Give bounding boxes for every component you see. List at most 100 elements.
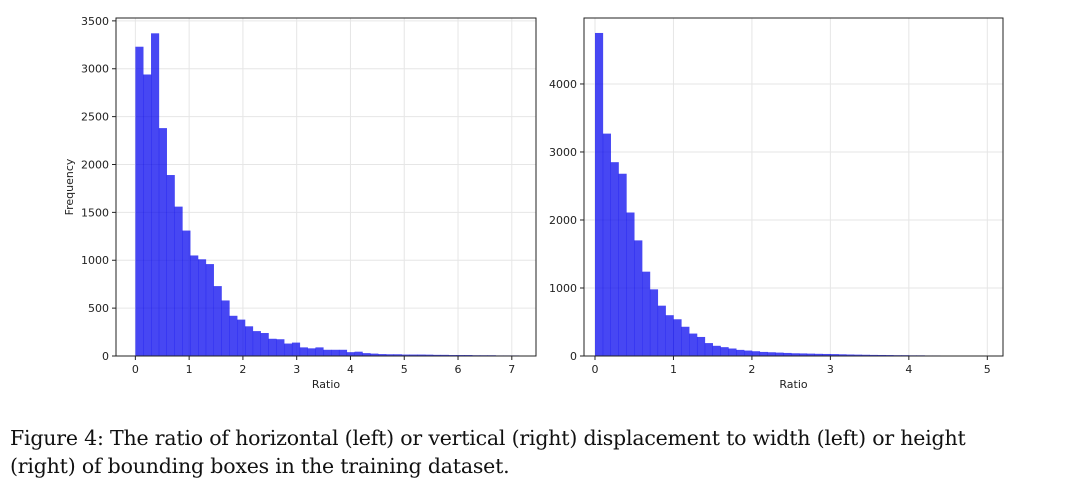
right-histogram-bar [806,353,815,356]
right-y-tick-label: 4000 [549,78,577,91]
left-histogram-bar [205,264,214,356]
right-histogram-bar [783,352,792,356]
left-histogram-bar [299,347,308,356]
right-histogram-bar [869,354,878,356]
left-histogram-bar [401,354,410,356]
right-histogram-bar [822,353,831,356]
right-histogram-bar [830,354,839,356]
right-histogram-bar [704,343,713,356]
left-histogram-bar [276,339,285,356]
left-histogram-bar [346,352,355,356]
left-histogram-bar [151,33,160,356]
left-y-tick-label: 1500 [81,206,109,219]
figure: 0 1 2 3 4 5 6 7 0 500 1000 1500 2000 2500 3000 3500 Rati… [63,15,1004,391]
left-histogram-bar [237,319,246,356]
right-histogram-bar [610,162,619,356]
right-histogram-bar [618,173,627,356]
right-histogram-bar [838,354,847,356]
left-histogram-bar [252,331,261,356]
right-histogram-bar [814,353,823,356]
left-x-tick-label: 1 [186,363,193,376]
left-histogram: 0 1 2 3 4 5 6 7 0 500 1000 1500 2000 2500 3000 3500 Rati… [63,15,537,391]
right-histogram-bar [744,350,753,356]
left-histogram-bar [213,286,222,356]
right-y-tick-label: 2000 [549,214,577,227]
right-y-tick-label: 1000 [549,282,577,295]
right-x-axis-label: Ratio [779,378,808,391]
left-x-tick-label: 3 [293,363,300,376]
left-histogram-bar [315,347,324,356]
left-y-tick-label: 500 [88,302,109,315]
left-y-tick-label: 3000 [81,63,109,76]
left-histogram-bar [182,230,191,356]
right-histogram-bar [634,240,643,356]
left-histogram-bar [158,128,167,356]
left-histogram-bar [190,255,199,356]
right-x-tick-label: 0 [591,363,598,376]
left-histogram-bar [291,342,301,356]
right-histogram-bar [846,354,855,356]
right-histogram-bar [759,351,768,356]
left-y-tick-label: 2500 [81,111,109,124]
right-x-tick-label: 1 [670,363,677,376]
left-histogram-bar [244,326,254,356]
left-y-tick-label: 0 [102,350,109,363]
left-histogram-bar [135,46,144,356]
left-y-tick-label: 3500 [81,15,109,28]
left-histogram-bar [174,206,183,356]
right-histogram: 0 1 2 3 4 5 0 1000 2000 3000 4000 Ratio [549,17,1004,391]
right-histogram-bar [798,353,808,356]
left-y-tick-label: 2000 [81,158,109,171]
right-histogram-bar [602,133,611,356]
right-histogram-bar [775,352,784,356]
right-histogram-bar [861,354,870,356]
right-histogram-bar [767,352,776,356]
left-histogram-bar [354,351,363,356]
caption-line-2: (right) of bounding boxes in the trainin… [10,454,510,478]
right-histogram-bar [657,305,666,356]
right-histogram-bar [736,349,745,356]
left-x-tick-label: 2 [239,363,246,376]
left-histogram-bar [432,354,442,356]
left-histogram-bar [370,353,379,356]
caption-line-1: Figure 4: The ratio of horizontal (left)… [10,426,966,450]
left-histogram-bar [143,74,152,356]
left-histogram-bar [197,259,207,356]
left-histogram-bar [425,354,434,356]
left-x-tick-label: 4 [347,363,354,376]
left-histogram-bar [323,349,332,356]
right-x-tick-label: 4 [905,363,912,376]
left-histogram-bar [260,333,269,356]
left-histogram-bar [284,343,293,356]
right-y-tick-label: 0 [570,350,577,363]
left-x-tick-label: 0 [132,363,139,376]
left-histogram-bar [378,354,387,356]
left-histogram-bar [409,354,418,356]
left-histogram-bar [362,353,371,356]
left-y-tick-label: 1000 [81,254,109,267]
left-x-tick-label: 7 [508,363,515,376]
right-histogram-bar [673,319,682,356]
right-histogram-bar [877,354,886,356]
right-histogram-bar [649,289,659,356]
left-histogram-bar [331,349,340,356]
right-histogram-bar [751,351,761,356]
left-histogram-bar [440,354,449,356]
left-axes-frame [115,17,537,357]
right-x-tick-label: 2 [748,363,755,376]
right-y-tick-label: 3000 [549,146,577,159]
left-x-axis-label: Ratio [312,378,341,391]
left-histogram-bar [338,349,348,356]
figure-caption: Figure 4: The ratio of horizontal (left)… [10,424,1072,480]
right-histogram-bar [681,326,690,356]
left-y-axis-label: Frequency [63,158,76,215]
left-histogram-bar [385,354,395,356]
left-x-tick-label: 5 [401,363,408,376]
left-histogram-bar [268,338,277,356]
left-x-tick-label: 6 [455,363,462,376]
right-x-tick-label: 3 [827,363,834,376]
left-histogram-bar [229,315,238,356]
right-histogram-bar [791,353,800,356]
left-histogram-bar [221,300,230,356]
right-axes-frame [583,17,1004,357]
